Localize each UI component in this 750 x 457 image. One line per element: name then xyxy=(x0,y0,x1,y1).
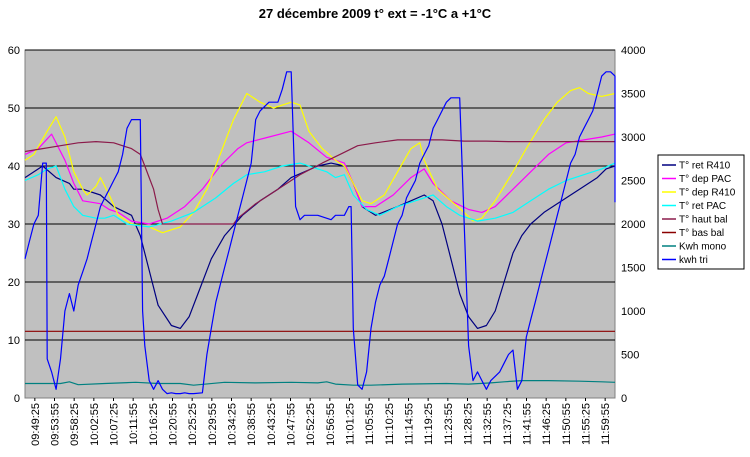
x-tick-label: 09:53:55 xyxy=(50,403,62,446)
x-tick-label: 10:16:25 xyxy=(148,403,160,446)
legend-box xyxy=(657,154,745,270)
legend-label: T° bas bal xyxy=(679,228,724,239)
y-left-tick-label: 40 xyxy=(8,161,20,173)
x-tick-label: 11:37:25 xyxy=(502,403,514,445)
x-tick-label: 10:43:25 xyxy=(266,403,278,446)
x-tick-label: 10:25:25 xyxy=(187,403,199,446)
series-group xyxy=(24,71,616,395)
legend-label: T° dep PAC xyxy=(679,174,731,185)
x-tick-label: 11:41:55 xyxy=(522,403,534,445)
x-tick-label: 10:34:25 xyxy=(227,403,239,446)
series-line-t-haut-bal xyxy=(24,139,615,225)
x-tick-label: 10:52:25 xyxy=(305,403,317,446)
y-left-tick-label: 10 xyxy=(8,335,20,347)
x-tick-label: 11:46:25 xyxy=(541,403,553,445)
x-tick-label: 11:10:25 xyxy=(384,403,396,445)
y-axis-left: 0 10 20 30 40 50 60 xyxy=(8,45,20,405)
y-right-tick-label: 4000 xyxy=(621,45,645,57)
series-line-kwh-tri xyxy=(24,71,616,395)
y-axis-right: 0 500 1000 1500 2000 2500 3000 3500 4000 xyxy=(621,45,645,405)
y-right-tick-label: 2000 xyxy=(621,219,645,231)
y-right-tick-label: 3000 xyxy=(621,132,645,144)
y-right-tick-label: 2500 xyxy=(621,176,645,188)
y-left-tick-label: 0 xyxy=(14,393,20,405)
x-tick-label: 10:07:25 xyxy=(109,403,121,446)
legend: T° ret R410 T° dep PAC T° dep R410 T° ret P… xyxy=(657,154,745,270)
x-tick-label: 10:20:55 xyxy=(168,403,180,446)
x-axis: 09:49:25 09:53:55 09:58:25 10:02:55 10:07:25… xyxy=(30,398,612,446)
legend-label: T° dep R410 xyxy=(679,188,736,199)
y-right-tick-label: 0 xyxy=(621,393,627,405)
series-line-t-dep-pac xyxy=(24,130,616,225)
series-line-t-ret-r410 xyxy=(24,162,616,329)
x-tick-label: 11:01:25 xyxy=(345,403,357,445)
legend-label: kwh tri xyxy=(679,255,708,266)
x-tick-label: 10:38:55 xyxy=(246,403,258,446)
y-left-tick-label: 20 xyxy=(8,277,20,289)
x-tick-label: 11:55:25 xyxy=(581,403,593,445)
y-right-tick-label: 1500 xyxy=(621,263,645,275)
x-tick-label: 11:05:55 xyxy=(364,403,376,445)
y-left-tick-label: 60 xyxy=(8,45,20,57)
x-tick-label: 09:49:25 xyxy=(30,403,42,446)
gridlines xyxy=(25,49,615,341)
x-tick-label: 11:23:55 xyxy=(443,403,455,445)
y-left-tick-label: 30 xyxy=(8,219,20,231)
x-tick-label: 11:19:25 xyxy=(423,403,435,445)
x-tick-label: 11:32:55 xyxy=(482,403,494,445)
x-tick-label: 10:47:55 xyxy=(286,403,298,446)
x-tick-label: 11:14:55 xyxy=(404,403,416,445)
x-tick-label: 09:58:25 xyxy=(69,403,81,446)
y-left-tick-label: 50 xyxy=(8,103,20,115)
x-tick-label: 10:11:55 xyxy=(128,403,140,445)
chart-title: 27 décembre 2009 t° ext = -1°C a +1°C xyxy=(259,6,492,21)
x-tick-label: 10:29:55 xyxy=(207,403,219,446)
x-tick-label: 10:56:55 xyxy=(325,403,337,446)
series-line-t-ret-pac xyxy=(24,162,616,228)
x-tick-label: 11:59:55 xyxy=(600,403,612,445)
legend-label: T° ret PAC xyxy=(679,201,726,212)
legend-label: T° haut bal xyxy=(679,215,727,226)
series-line-t-dep-r410 xyxy=(24,87,616,234)
x-tick-label: 11:28:25 xyxy=(463,403,475,445)
y-right-tick-label: 3500 xyxy=(621,89,645,101)
x-tick-label: 11:50:55 xyxy=(561,403,573,445)
x-tick-label: 10:02:55 xyxy=(89,403,101,446)
y-right-tick-label: 1000 xyxy=(621,306,645,318)
legend-label: T° ret R410 xyxy=(679,161,731,172)
legend-label: Kwh mono xyxy=(679,242,727,253)
y-right-tick-label: 500 xyxy=(621,350,639,362)
